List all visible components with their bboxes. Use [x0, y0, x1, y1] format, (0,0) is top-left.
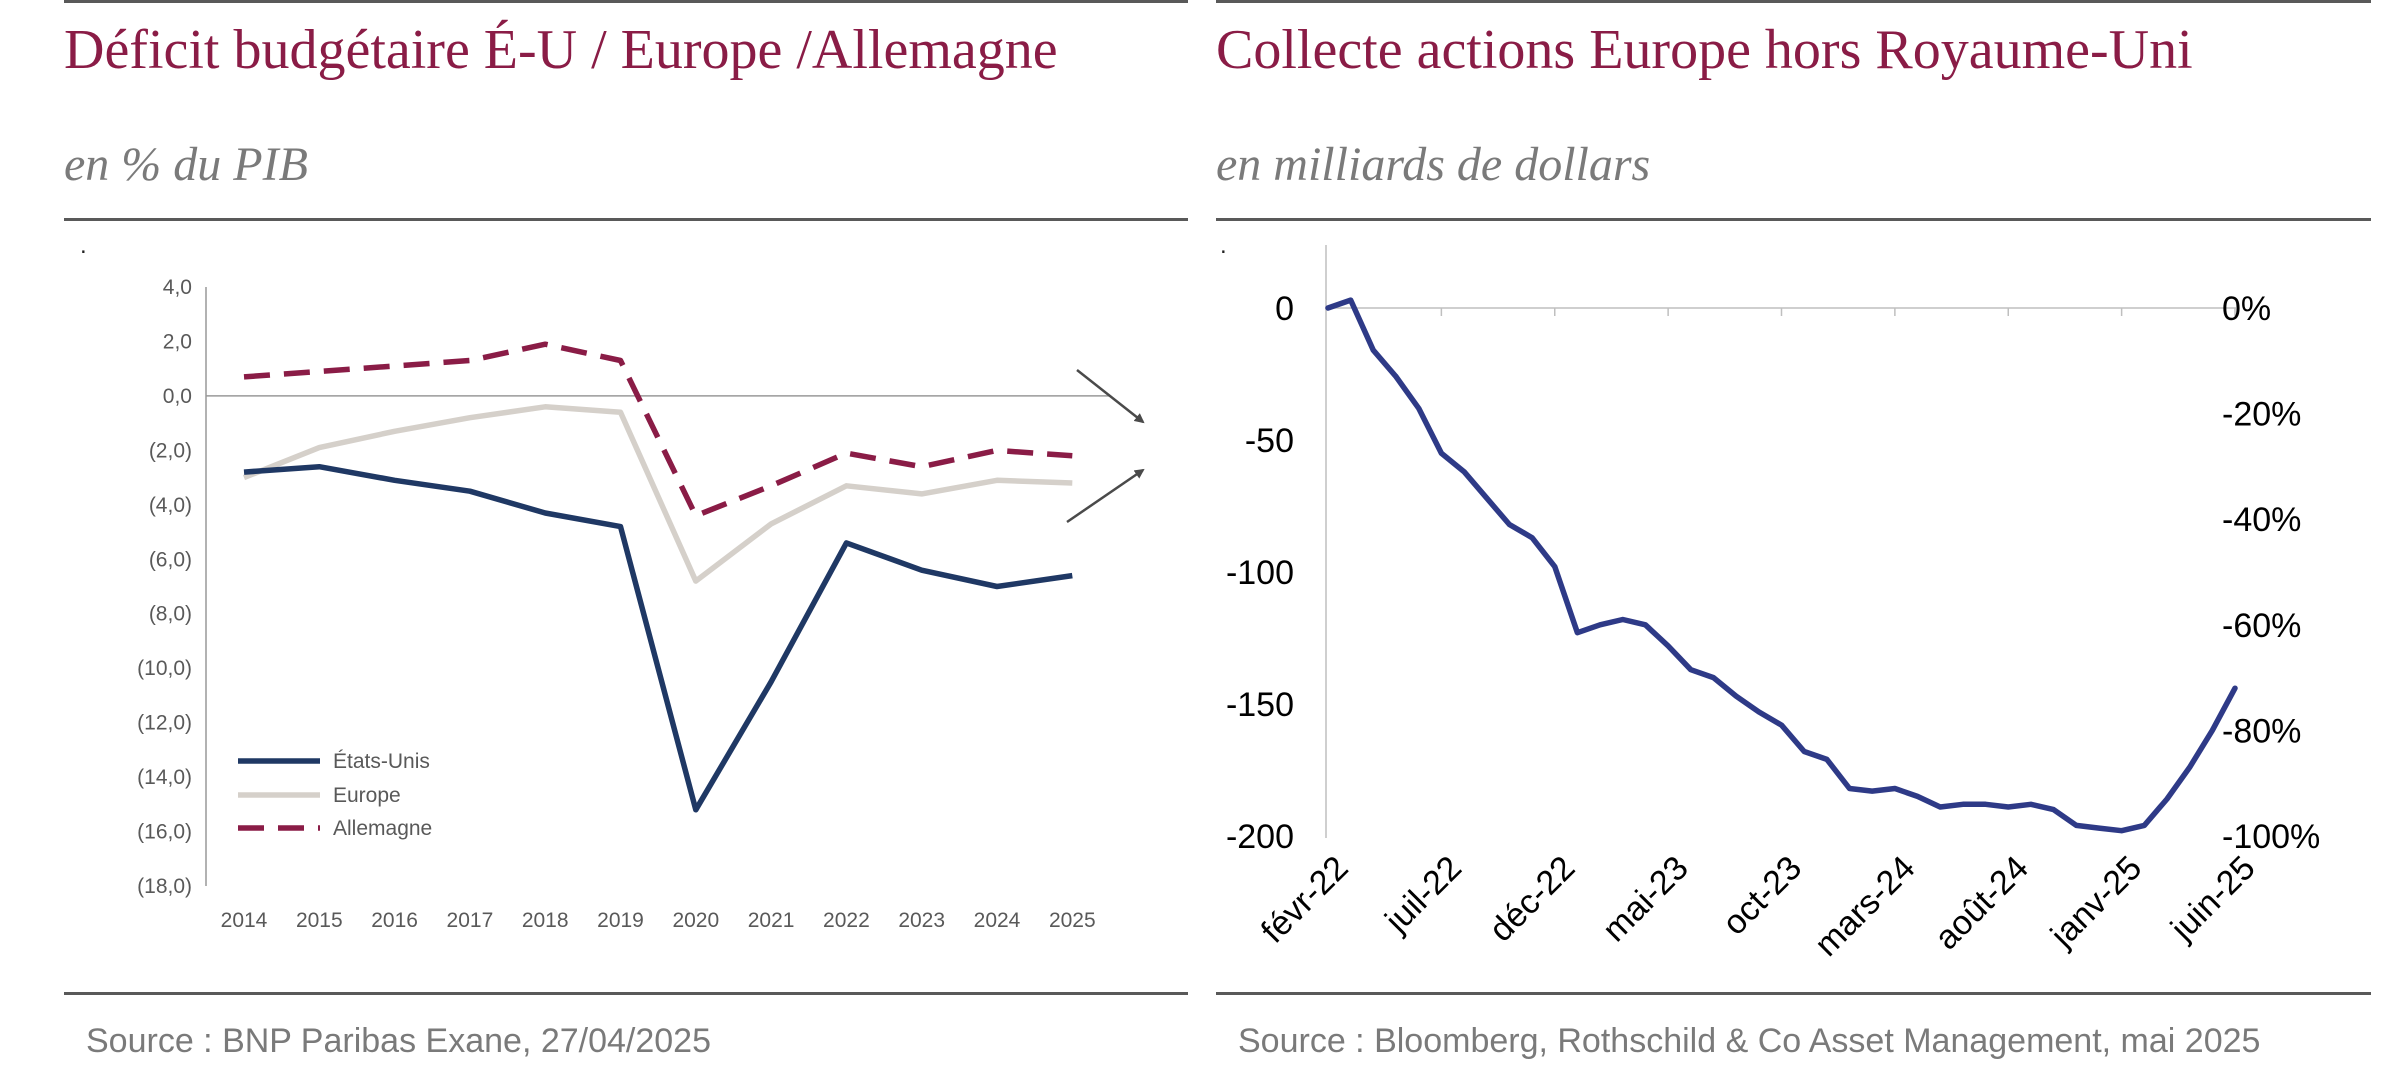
- series-etats-unis-line: [243, 463, 1073, 813]
- chart-subtitle: en % du PIB: [64, 138, 308, 191]
- legend-label: États-Unis: [333, 750, 430, 773]
- x-tick-label: 2017: [447, 909, 494, 932]
- x-tick-label: 2024: [974, 909, 1021, 932]
- legend-label: Europe: [333, 784, 401, 807]
- series-europe-line: [242, 404, 1073, 584]
- x-tick-label: 2016: [371, 909, 418, 932]
- x-tick-label: févr-22: [1254, 849, 1356, 951]
- chart-subtitle: en milliards de dollars: [1216, 138, 1651, 191]
- x-tick-label: 2020: [672, 909, 719, 932]
- x-tick-label: janv-25: [2043, 849, 2149, 955]
- y2-tick-label: -100%: [2222, 818, 2320, 856]
- trend-arrow-up: [1066, 468, 1145, 524]
- x-tick-label: 2015: [296, 909, 343, 932]
- left-chart-panel: Déficit budgétaire É-U / Europe /Allemag…: [64, 0, 1188, 1085]
- y2-tick-label: -80%: [2222, 712, 2301, 750]
- source-note: Source : Bloomberg, Rothschild & Co Asse…: [1238, 1022, 2261, 1060]
- top-rule: [1216, 0, 2371, 3]
- x-tick-label: déc-22: [1482, 849, 1582, 949]
- y-tick-label: 0: [1275, 290, 1294, 328]
- right-chart-panel: Collecte actions Europe hors Royaume-Uni…: [1216, 0, 2371, 1085]
- y-tick-label: (10,0): [137, 657, 192, 680]
- y-tick-label: (14,0): [137, 766, 192, 789]
- x-tick-label: 2014: [221, 909, 268, 932]
- x-tick-label: 2023: [898, 909, 945, 932]
- x-tick-label: 2022: [823, 909, 870, 932]
- stray-dot: .: [1220, 232, 1227, 259]
- x-tick-label: 2018: [522, 909, 569, 932]
- y-tick-label: 2,0: [163, 330, 192, 353]
- x-tick-label: mars-24: [1807, 849, 1922, 964]
- legend-label: Allemagne: [333, 817, 432, 840]
- y-tick-label: (12,0): [137, 712, 192, 735]
- x-tick-label: juin-25: [2163, 849, 2263, 949]
- chart-title: Déficit budgétaire É-U / Europe /Allemag…: [64, 19, 1058, 81]
- stray-dot: .: [80, 232, 87, 259]
- footer-rule: [64, 992, 1188, 995]
- source-note: Source : BNP Paribas Exane, 27/04/2025: [86, 1022, 711, 1060]
- header-rule: [1216, 218, 2371, 221]
- x-tick-label: juil-22: [1377, 849, 1469, 941]
- y-tick-label: (16,0): [137, 821, 192, 844]
- y-tick-label: 0,0: [163, 385, 192, 408]
- x-tick-label: oct-23: [1715, 849, 1809, 943]
- footer-rule: [1216, 992, 2371, 995]
- y2-tick-label: 0%: [2222, 290, 2271, 328]
- x-tick-label: 2019: [597, 909, 644, 932]
- chart-title: Collecte actions Europe hors Royaume-Uni: [1216, 19, 2193, 81]
- y-tick-label: -150: [1226, 686, 1294, 724]
- y2-tick-label: -20%: [2222, 396, 2301, 434]
- x-tick-label: mai-23: [1595, 849, 1695, 949]
- x-tick-label: 2021: [748, 909, 795, 932]
- y-tick-label: -50: [1245, 422, 1294, 460]
- series-flows-line: [1325, 297, 2238, 834]
- y-tick-label: (4,0): [149, 494, 192, 517]
- header-rule: [64, 218, 1188, 221]
- y-tick-label: (18,0): [137, 875, 192, 898]
- y-tick-label: (8,0): [149, 603, 192, 626]
- x-tick-label: août-24: [1927, 849, 2035, 957]
- y-tick-label: -100: [1226, 554, 1294, 592]
- x-tick-label: 2025: [1049, 909, 1096, 932]
- y-tick-label: -200: [1226, 818, 1294, 856]
- y-tick-label: (6,0): [149, 548, 192, 571]
- y-tick-label: 4,0: [163, 276, 192, 299]
- y2-tick-label: -40%: [2222, 501, 2301, 539]
- y-tick-label: (2,0): [149, 439, 192, 462]
- top-rule: [64, 0, 1188, 3]
- y2-tick-label: -60%: [2222, 607, 2301, 645]
- trend-arrow-down: [1076, 369, 1145, 424]
- deficit-line-chart: 4,0 2,0 0,0 (2,0) (4,0) (6,0) (8,0) (10,0) (12,0…: [137, 276, 1145, 932]
- series-allemagne-line: [243, 341, 1073, 519]
